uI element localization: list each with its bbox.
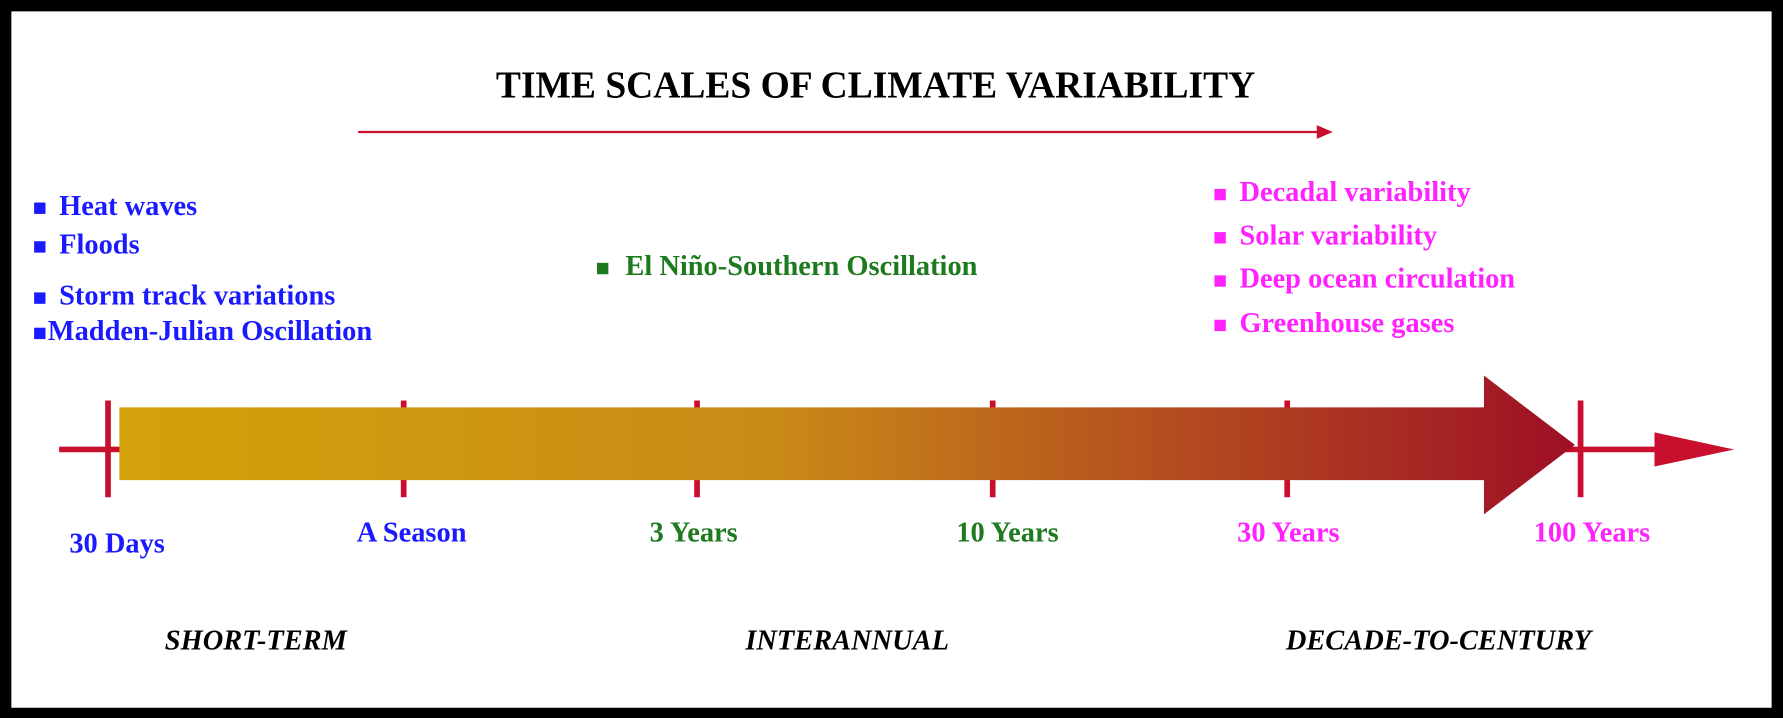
decadal-list: Decadal variability Solar variability De…: [1214, 177, 1515, 339]
title: TIME SCALES OF CLIMATE VARIABILITY: [496, 65, 1255, 106]
item: El Niño-Southern Oscillation: [625, 251, 977, 282]
progress-arrow: [119, 375, 1575, 515]
item: Solar variability: [1239, 220, 1437, 251]
short-term-list: Heat waves Floods Storm track variations…: [34, 191, 372, 347]
panel: [11, 11, 1772, 708]
category-label: SHORT-TERM: [165, 625, 349, 656]
item: Decadal variability: [1239, 177, 1470, 208]
interannual-list: El Niño-Southern Oscillation: [596, 251, 978, 282]
category-label: DECADE-TO-CENTURY: [1285, 625, 1594, 656]
item: Storm track variations: [59, 281, 335, 312]
timeline-label: 10 Years: [956, 517, 1058, 548]
timeline-label: 30 Days: [69, 529, 165, 560]
timeline-label: 30 Years: [1237, 517, 1339, 548]
axis-arrow-head: [1654, 432, 1735, 467]
item: Madden-Julian Oscillation: [48, 316, 373, 347]
timeline-label: A Season: [357, 517, 467, 548]
item: Floods: [59, 229, 140, 260]
item: Heat waves: [59, 191, 197, 222]
item: Greenhouse gases: [1239, 308, 1454, 339]
timeline-label: 3 Years: [650, 517, 738, 548]
title-arrow-head: [1316, 125, 1333, 139]
category-label: INTERANNUAL: [744, 625, 949, 656]
item: Deep ocean circulation: [1239, 264, 1515, 295]
timeline-label: 100 Years: [1534, 517, 1651, 548]
